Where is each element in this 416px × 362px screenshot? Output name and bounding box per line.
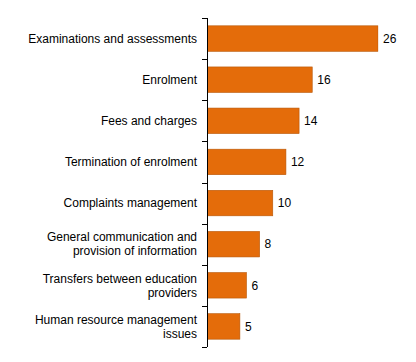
bar [207,231,260,256]
axis-tick [202,141,207,142]
data-label: 14 [304,114,318,128]
axis-tick [202,100,207,101]
category-label: Termination of enrolment [65,155,198,169]
category-label: Enrolment [142,73,197,87]
axis-tick [202,265,207,266]
data-label: 8 [265,237,272,251]
bar [207,190,273,215]
category-label: Examinations and assessments [28,32,197,46]
axis-tick [202,306,207,307]
data-label: 12 [291,155,305,169]
axis-tick [202,347,207,348]
y-axis: Examinations and assessments Enrolment Fee… [28,18,207,348]
bar [207,108,299,133]
category-label: Fees and charges [101,114,197,128]
data-label: 6 [251,279,258,293]
bar [207,273,246,298]
axis-line [207,18,208,347]
axis-tick [202,59,207,60]
data-label: 5 [245,320,252,334]
bar [207,67,312,92]
bar [207,149,286,174]
axis-tick [202,224,207,225]
data-labels: 26 16 14 12 10 8 6 5 [245,32,397,334]
axis-tick [202,18,207,19]
category-label: Human resource managementissues [35,313,198,341]
bar [207,26,378,51]
category-label: General communication andprovision of in… [47,230,197,258]
category-label: Complaints management [64,196,198,210]
bar [207,314,240,339]
chart: Examinations and assessments Enrolment Fee… [0,0,416,362]
data-label: 26 [383,32,397,46]
data-label: 16 [317,73,331,87]
category-label: Transfers between educationproviders [43,272,197,300]
data-label: 10 [278,196,292,210]
axis-tick [202,183,207,184]
bars [207,26,378,339]
